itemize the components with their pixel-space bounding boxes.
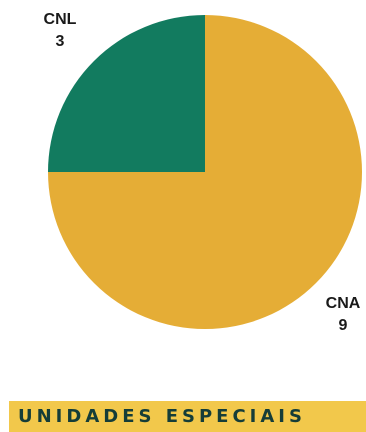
slice-label-cnl: CNL 3 bbox=[44, 11, 77, 50]
slice-label-cna: CNA 9 bbox=[326, 295, 361, 334]
pie-slice-cna bbox=[48, 15, 362, 329]
pie-slice-cnl bbox=[48, 15, 205, 172]
pie-chart: CNL 3 CNA 9 bbox=[44, 11, 362, 334]
slice-name: CNA bbox=[326, 295, 361, 312]
section-title: UNIDADES ESPECIAIS bbox=[18, 406, 306, 427]
slice-name: CNL bbox=[44, 11, 77, 28]
slice-value: 9 bbox=[339, 317, 348, 334]
slice-value: 3 bbox=[56, 33, 65, 50]
section-banner: UNIDADES ESPECIAIS bbox=[9, 401, 366, 432]
